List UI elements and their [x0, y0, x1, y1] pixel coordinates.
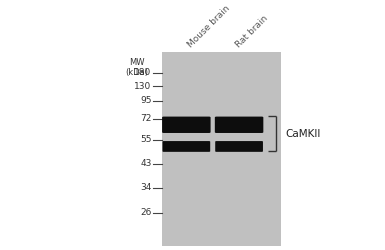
Bar — [162, 52, 281, 246]
FancyBboxPatch shape — [215, 116, 263, 133]
Text: 130: 130 — [134, 82, 152, 90]
Text: Mouse brain: Mouse brain — [186, 3, 232, 49]
FancyBboxPatch shape — [162, 116, 211, 133]
FancyBboxPatch shape — [162, 141, 210, 152]
Text: 55: 55 — [140, 136, 152, 144]
Text: 26: 26 — [140, 208, 152, 218]
Text: 95: 95 — [140, 96, 152, 105]
Text: 180: 180 — [134, 68, 152, 77]
Text: 43: 43 — [140, 159, 152, 168]
Text: Rat brain: Rat brain — [234, 13, 270, 49]
FancyBboxPatch shape — [215, 141, 263, 152]
Text: CaMKII: CaMKII — [285, 129, 320, 139]
Text: MW
(kDa): MW (kDa) — [125, 58, 148, 77]
Text: 34: 34 — [140, 183, 152, 192]
Text: 72: 72 — [140, 114, 152, 123]
